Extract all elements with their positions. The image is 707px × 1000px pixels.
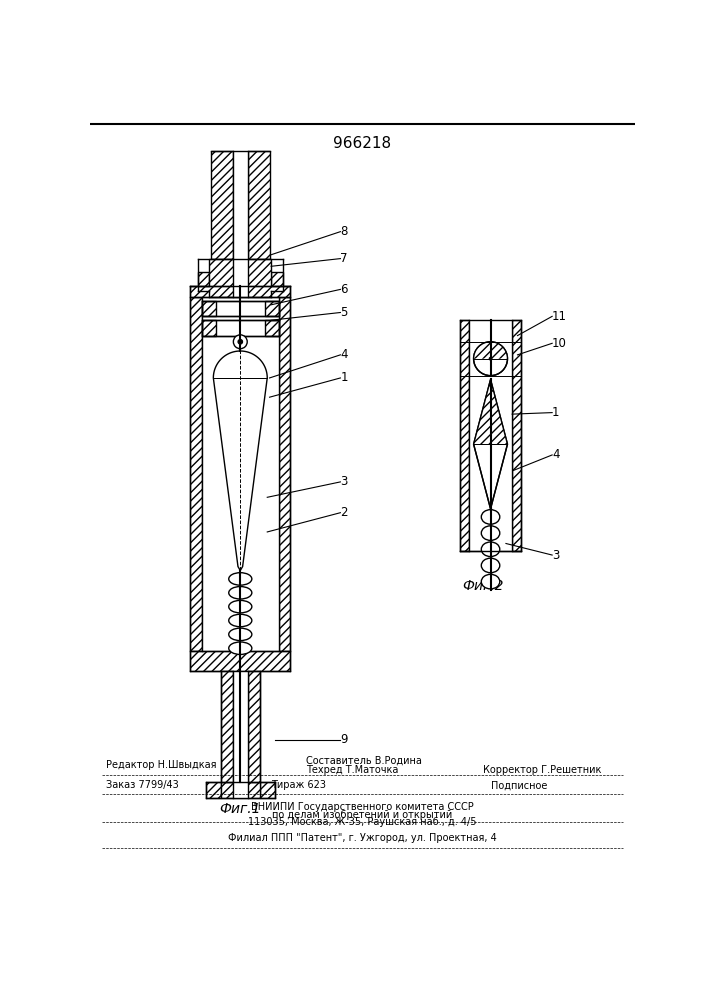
Text: Филиал ППП "Патент", г. Ужгород, ул. Проектная, 4: Филиал ППП "Патент", г. Ужгород, ул. Про… — [228, 833, 496, 843]
Text: 11: 11 — [552, 310, 567, 323]
Text: 1: 1 — [340, 371, 348, 384]
Text: по делам изобретений и открытий: по делам изобретений и открытий — [271, 810, 452, 820]
Text: 113035, Москва, Ж-35, Раушская наб., д. 4/5: 113035, Москва, Ж-35, Раушская наб., д. … — [247, 817, 477, 827]
Circle shape — [489, 357, 492, 360]
Ellipse shape — [481, 542, 500, 557]
Bar — [221, 671, 233, 782]
Polygon shape — [474, 379, 508, 444]
Polygon shape — [474, 379, 508, 509]
Bar — [248, 151, 269, 259]
Ellipse shape — [481, 510, 500, 524]
Bar — [201, 297, 279, 651]
Text: Заказ 7799/43: Заказ 7799/43 — [105, 780, 178, 790]
Text: Техред Т.Маточка: Техред Т.Маточка — [305, 765, 398, 775]
Bar — [201, 301, 279, 316]
Text: Корректор Г.Решетник: Корректор Г.Решетник — [483, 765, 601, 775]
Bar — [211, 151, 233, 259]
Bar — [265, 320, 279, 336]
Ellipse shape — [229, 600, 252, 613]
Bar — [198, 272, 209, 291]
Polygon shape — [474, 342, 508, 359]
Circle shape — [238, 339, 243, 344]
Text: Редактор Н.Швыдкая: Редактор Н.Швыдкая — [105, 760, 216, 770]
Text: 2: 2 — [340, 506, 348, 519]
Ellipse shape — [229, 587, 252, 599]
Polygon shape — [214, 351, 267, 570]
Bar — [190, 286, 291, 297]
Text: 3: 3 — [552, 549, 559, 562]
Text: 8: 8 — [340, 225, 348, 238]
Bar — [221, 782, 259, 798]
Text: Подписное: Подписное — [491, 780, 547, 790]
Text: 5: 5 — [340, 306, 348, 319]
Bar — [469, 320, 512, 551]
Bar — [233, 782, 248, 798]
Circle shape — [474, 342, 508, 376]
Bar — [279, 297, 291, 651]
Text: 6: 6 — [340, 283, 348, 296]
Bar — [460, 320, 469, 551]
Text: ВНИИПИ Государственного комитета СССР: ВНИИПИ Государственного комитета СССР — [250, 802, 473, 812]
Ellipse shape — [229, 642, 252, 654]
Text: 10: 10 — [552, 337, 567, 350]
Bar — [233, 259, 248, 297]
Text: Тираж 623: Тираж 623 — [271, 780, 325, 790]
Text: Фиг.1: Фиг.1 — [220, 802, 261, 816]
Bar — [265, 301, 279, 316]
Circle shape — [233, 335, 247, 349]
Bar — [271, 272, 283, 291]
Bar — [201, 320, 279, 336]
Text: 4: 4 — [340, 348, 348, 361]
Text: 966218: 966218 — [333, 136, 391, 151]
Ellipse shape — [229, 614, 252, 627]
Ellipse shape — [481, 558, 500, 573]
Text: 4: 4 — [552, 448, 560, 461]
Bar — [248, 671, 259, 782]
Ellipse shape — [481, 526, 500, 540]
Text: 9: 9 — [340, 733, 348, 746]
Ellipse shape — [229, 573, 252, 585]
Bar — [190, 297, 201, 651]
Bar — [259, 782, 275, 798]
Text: 3: 3 — [340, 475, 348, 488]
Text: Фиг.2: Фиг.2 — [462, 579, 503, 593]
Bar — [233, 671, 248, 782]
Bar — [190, 651, 291, 671]
Text: 7: 7 — [340, 252, 348, 265]
Ellipse shape — [481, 574, 500, 589]
Bar — [233, 151, 248, 259]
Bar — [206, 782, 221, 798]
Text: 1: 1 — [552, 406, 560, 419]
Bar — [201, 320, 216, 336]
Bar — [201, 301, 216, 316]
Text: Составитель В.Родина: Составитель В.Родина — [305, 756, 421, 766]
Bar — [209, 259, 271, 297]
Ellipse shape — [229, 628, 252, 641]
Bar — [512, 320, 521, 551]
